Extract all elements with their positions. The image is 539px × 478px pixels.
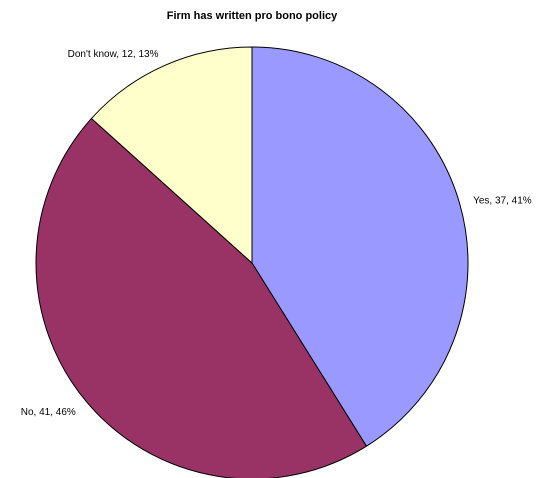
pie-slice-yes [251,46,469,447]
pie-slice-no [35,117,368,478]
pie-label-no: No, 41, 46% [21,407,76,418]
pie-slices [35,46,469,478]
pie-slice-don-t-know [90,46,253,265]
chart-title: Firm has written pro bono policy [167,10,338,22]
pie-labels: Yes, 37, 41% No, 41, 46% Don't know, 12, 1… [21,49,532,418]
pie-label-don-t-know: Don't know, 12, 13% [68,49,159,60]
pie-label-yes: Yes, 37, 41% [473,196,532,207]
